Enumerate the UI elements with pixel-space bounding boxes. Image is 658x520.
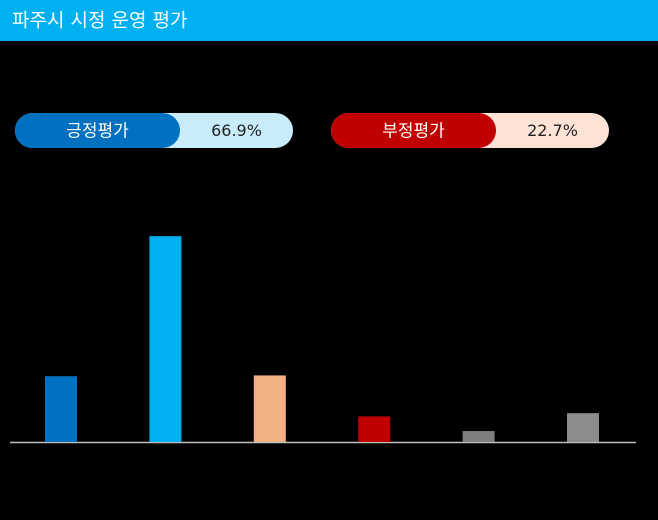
bar (45, 376, 77, 442)
badge-value: 66.9% (211, 121, 262, 140)
header-bar (0, 0, 658, 41)
badge-value: 22.7% (527, 121, 578, 140)
bar (149, 236, 182, 442)
badge-label-background (15, 113, 180, 148)
badge-label-background (331, 113, 496, 148)
bar (567, 413, 599, 442)
bar (358, 416, 391, 442)
bar (253, 375, 286, 442)
bar (462, 431, 495, 442)
chart-title: 파주시 시정 운영 평가 (12, 10, 187, 32)
badge-label: 긍정평가 (66, 122, 129, 142)
badge-label: 부정평가 (382, 122, 445, 142)
